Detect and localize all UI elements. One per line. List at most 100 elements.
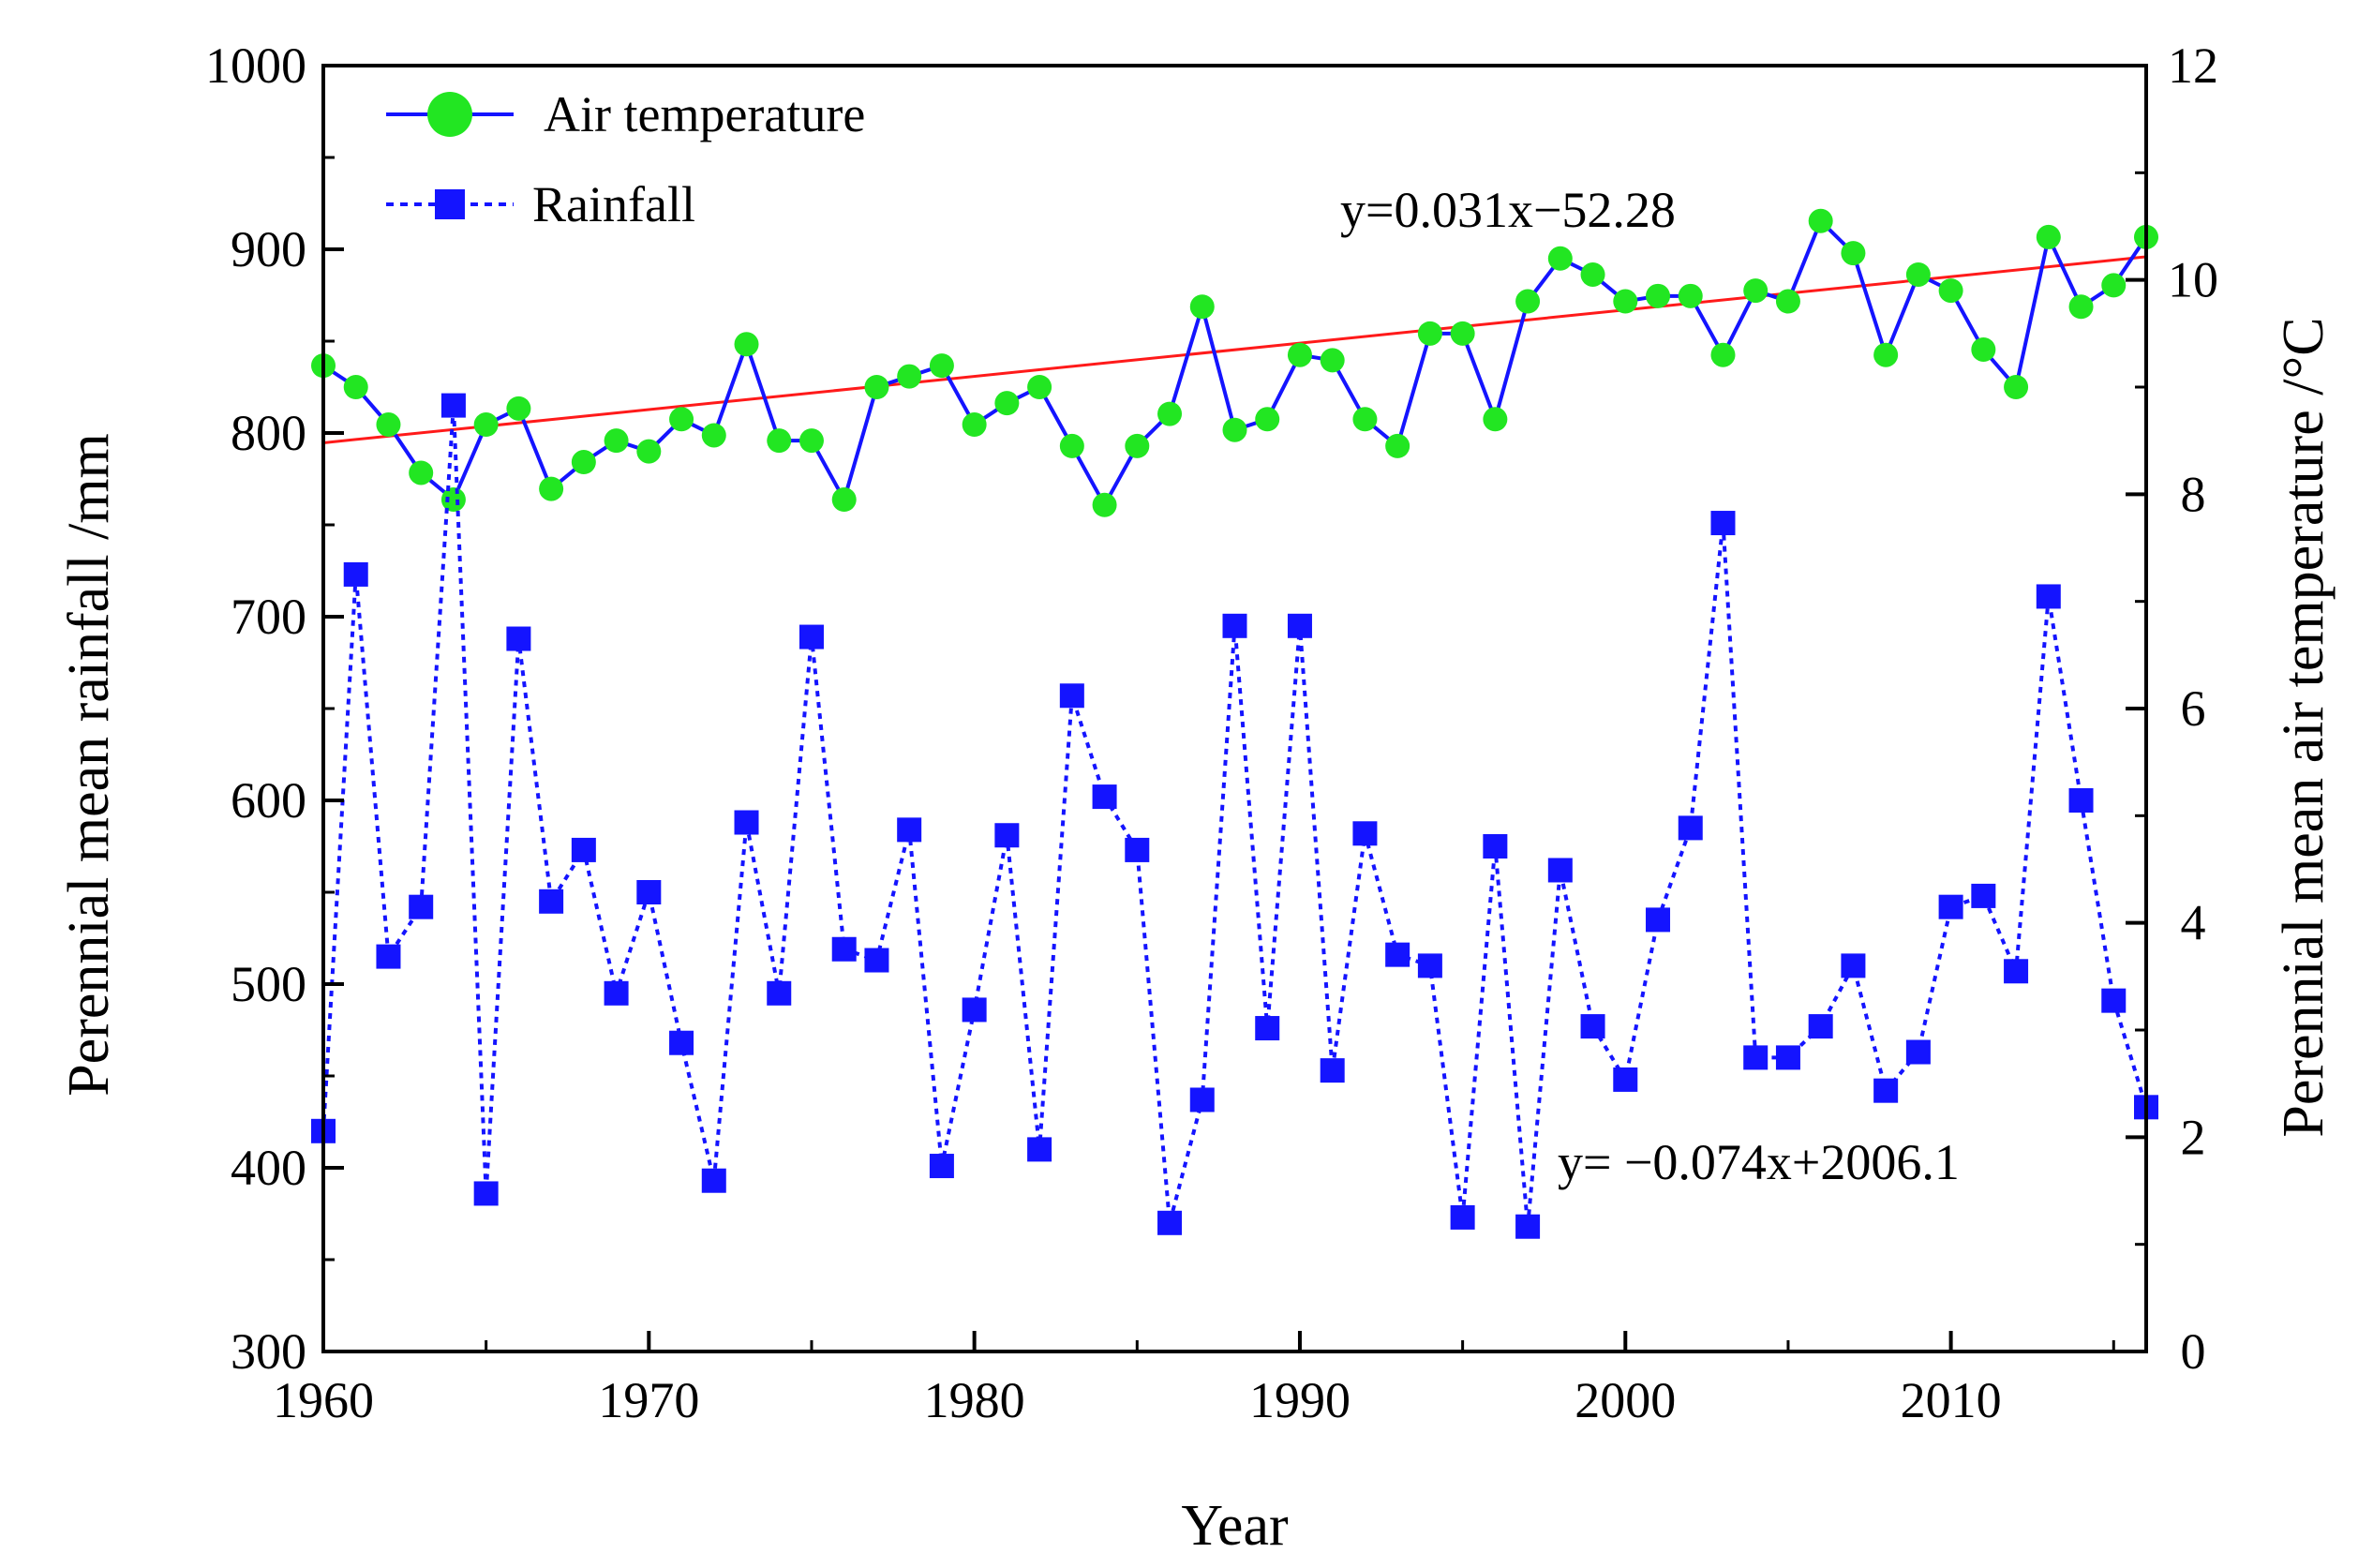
rainfall-point-1993 [1385,942,1410,967]
rainfall-point-1965 [473,1181,499,1206]
rainfall-point-1988 [1222,613,1247,638]
air-temperature-point-1967 [539,476,564,501]
rainfall-point-1981 [994,823,1020,848]
left-y-tick-label-900: 900 [231,221,306,277]
air-temperature-point-1969 [604,428,629,454]
left-y-tick-label-400: 400 [231,1140,306,1196]
air-temperature-point-2005 [1775,289,1800,314]
right-y-tick-label-10: 10 [2168,252,2218,308]
rainfall-point-1973 [734,810,759,835]
rainfall-point-1967 [539,889,564,914]
air-temperature-point-2009 [1905,261,1931,287]
right-y-tick-label-4: 4 [2181,895,2206,951]
rainfall-point-1976 [831,936,857,962]
right-y-tick-label-8: 8 [2181,466,2206,522]
air-temperature-point-1999 [1580,261,1605,287]
left-y-tick-label-700: 700 [231,589,306,645]
right-y-tick-label-2: 2 [2181,1109,2206,1165]
legend-air-temperature-label: Air temperature [544,86,865,142]
right-y-tick-label-6: 6 [2181,680,2206,737]
rainfall-point-1968 [571,837,596,862]
left-y-axis-title: Perennial mean rainfall /mm [57,433,121,1097]
rainfall-point-2005 [1775,1045,1800,1070]
temperature-trend-equation: y=0.031x−52.28 [1340,182,1676,238]
rainfall-point-1972 [701,1168,726,1193]
rainfall-point-2007 [1841,953,1866,978]
x-tick-label-2010: 2010 [1901,1372,2002,1428]
air-temperature-point-1984 [1092,492,1117,517]
x-tick-label-1960: 1960 [273,1372,374,1428]
air-temperature-point-1974 [767,428,792,454]
rainfall-point-1995 [1450,1204,1475,1230]
x-tick-label-1970: 1970 [598,1372,699,1428]
air-temperature-point-1962 [376,412,401,438]
air-temperature-point-1980 [962,412,987,438]
air-temperature-point-1970 [636,439,662,464]
air-temperature-point-1978 [897,364,922,389]
rainfall-point-1991 [1320,1058,1345,1083]
air-temperature-point-1977 [864,375,889,399]
air-temperature-point-1993 [1385,433,1410,458]
x-tick-label-1990: 1990 [1249,1372,1351,1428]
rainfall-point-2011 [1971,883,1996,908]
air-temperature-point-1961 [343,375,368,399]
rainfall-point-2008 [1873,1078,1899,1103]
x-tick-label-2000: 2000 [1575,1372,1676,1428]
air-temperature-series-line [321,217,2148,509]
air-temperature-point-2002 [1678,283,1703,308]
rainfall-point-1994 [1417,953,1442,978]
left-y-tick-label-600: 600 [231,772,306,829]
x-axis-title: Year [1181,1494,1289,1558]
air-temperature-point-1973 [734,332,759,357]
rainfall-point-1979 [929,1154,954,1179]
air-temperature-point-2000 [1613,289,1638,314]
air-temperature-point-1995 [1450,321,1475,346]
air-temperature-point-1972 [701,423,726,448]
rainfall-point-2015 [2101,988,2127,1013]
left-y-tick-label-800: 800 [231,405,306,461]
left-y-tick-label-300: 300 [231,1323,306,1380]
rainfall-point-1989 [1255,1016,1280,1041]
air-temperature-point-1990 [1287,342,1312,367]
air-temperature-point-1981 [994,391,1020,416]
legend-rainfall-label: Rainfall [532,176,695,232]
rainfall-point-1996 [1483,834,1508,859]
rainfall-point-2010 [1938,894,1963,919]
rainfall-point-1969 [604,980,629,1006]
air-temperature-point-2008 [1873,342,1899,367]
series-layer [311,208,2158,1239]
ticks-layer: 1960 1970 1980 1990 2000 20103004005006007008… [205,37,2218,1428]
rainfall-point-2002 [1678,815,1703,841]
air-temperature-point-2006 [1808,208,1833,233]
air-temperature-point-2001 [1646,283,1671,308]
air-temperature-point-1986 [1157,401,1183,426]
air-temperature-point-1987 [1189,294,1215,320]
rainfall-point-1966 [506,626,531,651]
rainfall-point-1997 [1515,1214,1541,1239]
air-temperature-point-1996 [1483,407,1508,432]
right-y-tick-label-12: 12 [2168,37,2218,94]
rainfall-point-1985 [1125,837,1150,862]
rainfall-point-1983 [1059,683,1084,709]
rainfall-point-1998 [1547,858,1573,883]
rainfall-point-1982 [1027,1137,1052,1162]
rainfall-point-1971 [669,1030,694,1055]
air-temperature-point-1968 [571,450,596,475]
rainfall-point-1962 [376,944,401,969]
rainfall-point-1987 [1189,1087,1215,1113]
rainfall-point-1980 [962,997,987,1023]
rainfall-point-2003 [1710,511,1736,536]
air-temperature-point-1979 [929,353,954,379]
legend: Air temperature Rainfall [386,86,865,232]
rainfall-point-2014 [2068,788,2094,813]
air-temperature-point-1982 [1027,375,1052,399]
x-tick-label-1980: 1980 [924,1372,1025,1428]
air-temperature-point-1988 [1222,417,1247,442]
rainfall-point-1975 [798,624,824,650]
air-temperature-point-1975 [798,428,824,454]
rainfall-point-2009 [1905,1039,1931,1065]
air-temperature-point-1994 [1417,321,1442,346]
air-temperature-point-1971 [669,407,694,432]
rainfall-point-2004 [1743,1045,1769,1070]
